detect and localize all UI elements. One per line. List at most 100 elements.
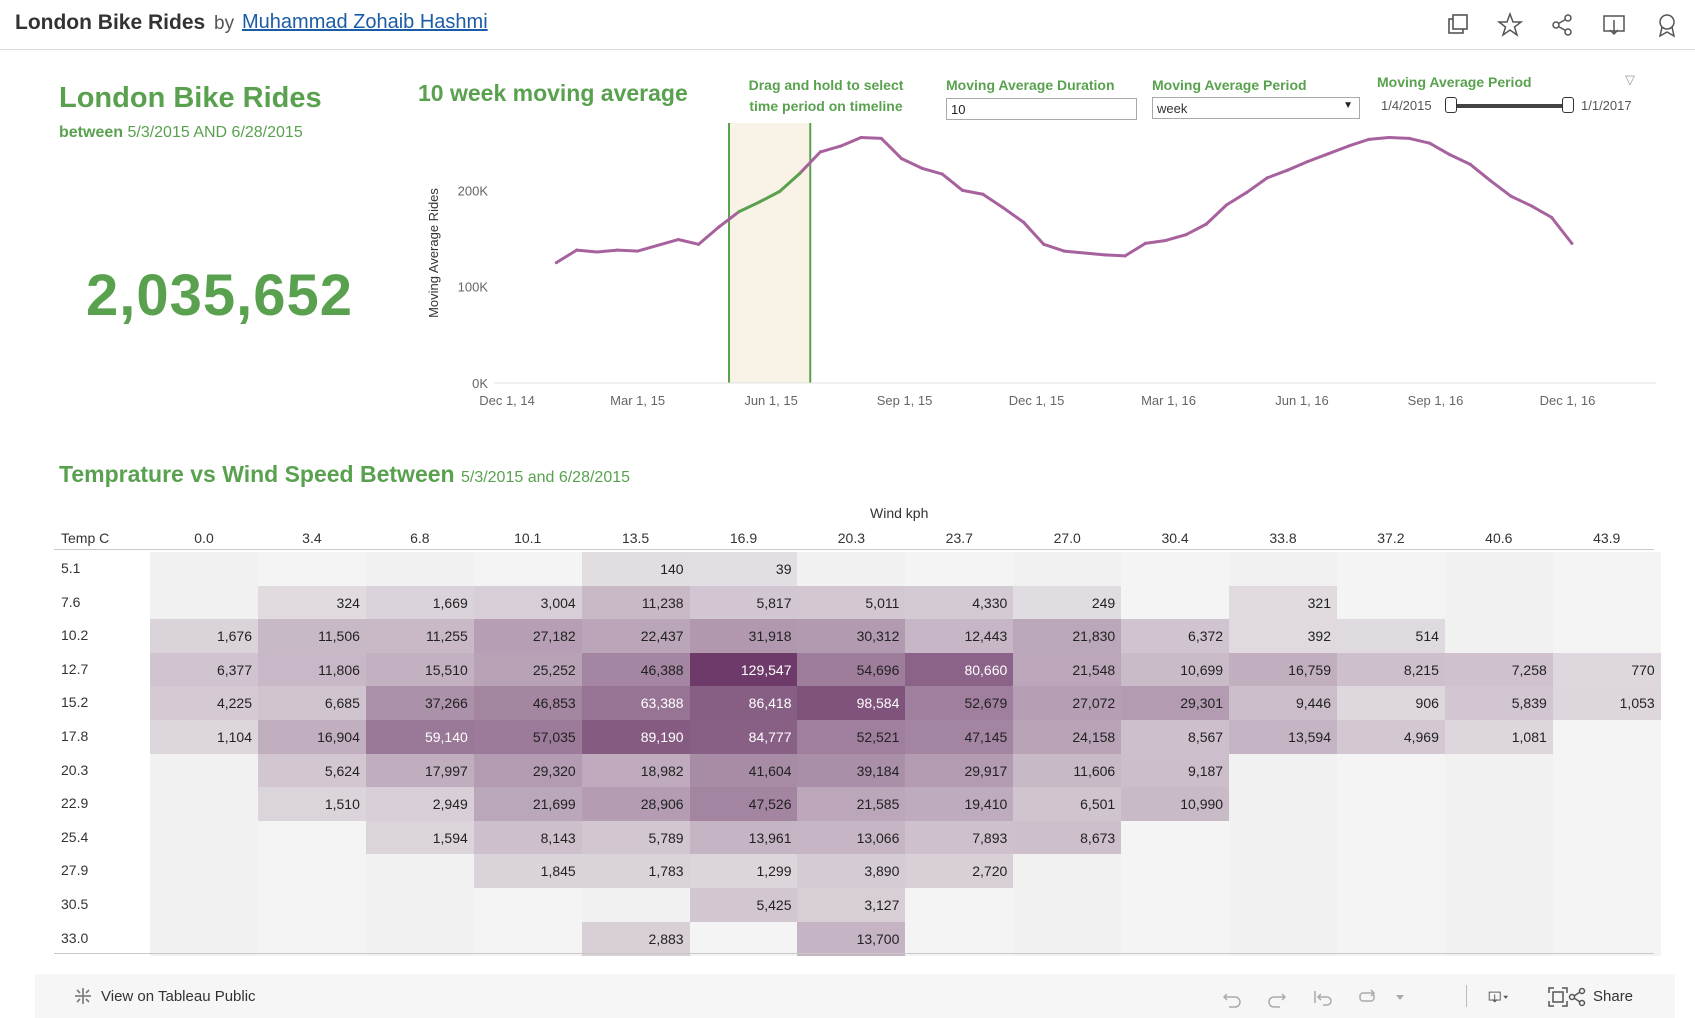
heatmap-cell[interactable]: 11,238	[581, 585, 690, 620]
heatmap-cell[interactable]	[150, 753, 258, 788]
filter-icon[interactable]: ▽	[1625, 72, 1635, 87]
heatmap-cell[interactable]	[1013, 854, 1122, 889]
heatmap-cell[interactable]	[1121, 820, 1230, 855]
heatmap-cell[interactable]: 5,817	[689, 585, 798, 620]
heatmap-cell[interactable]: 8,215	[1336, 652, 1445, 687]
heatmap-cell[interactable]: 4,330	[905, 585, 1014, 620]
heatmap-cell[interactable]: 47,145	[905, 720, 1014, 754]
heatmap-cell[interactable]: 52,521	[797, 720, 906, 754]
heatmap-cell[interactable]	[150, 854, 258, 889]
heatmap-cell[interactable]: 11,506	[257, 619, 366, 654]
heatmap-cell[interactable]: 21,830	[1013, 619, 1122, 654]
heatmap-cell[interactable]: 1,053	[1552, 686, 1661, 721]
heatmap-cell[interactable]: 129,547	[689, 652, 798, 687]
heatmap-cell[interactable]: 59,140	[365, 720, 474, 754]
heatmap-cell[interactable]: 86,418	[689, 686, 798, 721]
heatmap-cell[interactable]	[1336, 787, 1445, 822]
heatmap-cell[interactable]: 7,258	[1444, 652, 1553, 687]
heatmap-cell[interactable]	[1552, 888, 1661, 922]
heatmap-cell[interactable]	[1552, 720, 1661, 754]
heatmap-cell[interactable]: 249	[1013, 585, 1122, 620]
heatmap-cell[interactable]: 2,720	[905, 854, 1014, 889]
heatmap-cell[interactable]: 46,853	[473, 686, 582, 721]
heatmap-cell[interactable]: 25,252	[473, 652, 582, 687]
heatmap-cell[interactable]: 3,890	[797, 854, 906, 889]
share-button[interactable]: Share	[1593, 988, 1634, 1005]
heatmap-cell[interactable]: 24,158	[1013, 720, 1122, 754]
heatmap-cell[interactable]	[797, 552, 906, 586]
heatmap-cell[interactable]: 1,845	[473, 854, 582, 889]
heatmap-cell[interactable]	[365, 921, 474, 956]
heatmap-cell[interactable]: 13,066	[797, 820, 906, 855]
heatmap-cell[interactable]: 17,997	[365, 753, 474, 788]
heatmap-cell[interactable]: 11,806	[257, 652, 366, 687]
heatmap-cell[interactable]: 98,584	[797, 686, 906, 721]
heatmap-cell[interactable]	[1121, 888, 1230, 922]
heatmap-cell[interactable]: 37,266	[365, 686, 474, 721]
heatmap-cell[interactable]: 28,906	[581, 787, 690, 822]
heatmap-cell[interactable]	[1121, 552, 1230, 586]
heatmap-cell[interactable]: 6,377	[150, 652, 258, 687]
heatmap-cell[interactable]: 29,917	[905, 753, 1014, 788]
heatmap-cell[interactable]: 3,127	[797, 888, 906, 922]
heatmap-cell[interactable]: 4,225	[150, 686, 258, 721]
heatmap-cell[interactable]: 47,526	[689, 787, 798, 822]
heatmap-cell[interactable]	[1444, 619, 1553, 654]
heatmap-cell[interactable]	[1013, 888, 1122, 922]
heatmap-cell[interactable]: 89,190	[581, 720, 690, 754]
heatmap-cell[interactable]: 63,388	[581, 686, 690, 721]
heatmap-cell[interactable]: 30,312	[797, 619, 906, 654]
heatmap-cell[interactable]	[365, 854, 474, 889]
moving-average-chart[interactable]: 0K 100K 200K Moving Average Rides Dec 1, 14 M…	[418, 115, 1658, 425]
heatmap-cell[interactable]	[1336, 921, 1445, 956]
refresh-icon[interactable]	[1357, 986, 1379, 1008]
heatmap-cell[interactable]: 7,893	[905, 820, 1014, 855]
heatmap-cell[interactable]: 321	[1229, 585, 1337, 620]
download-icon[interactable]	[1601, 12, 1627, 38]
heatmap-cell[interactable]	[689, 921, 798, 956]
heatmap-cell[interactable]: 2,949	[365, 787, 474, 822]
heatmap-cell[interactable]: 39	[689, 552, 798, 586]
heatmap-cell[interactable]: 5,839	[1444, 686, 1553, 721]
heatmap-cell[interactable]: 8,673	[1013, 820, 1122, 855]
heatmap-cell[interactable]: 6,685	[257, 686, 366, 721]
heatmap-cell[interactable]	[257, 820, 366, 855]
heatmap-cell[interactable]: 16,904	[257, 720, 366, 754]
heatmap-cell[interactable]	[1552, 552, 1661, 586]
range-slider-start-handle[interactable]	[1445, 97, 1457, 113]
heatmap-cell[interactable]: 29,320	[473, 753, 582, 788]
heatmap-cell[interactable]: 39,184	[797, 753, 906, 788]
share-icon[interactable]	[1566, 986, 1588, 1008]
heatmap-cell[interactable]	[150, 552, 258, 586]
heatmap-cell[interactable]: 10,990	[1121, 787, 1230, 822]
heatmap-cell[interactable]	[905, 552, 1014, 586]
heatmap-cell[interactable]	[150, 787, 258, 822]
range-slider-track[interactable]	[1451, 104, 1569, 108]
heatmap-cell[interactable]: 46,388	[581, 652, 690, 687]
heatmap-cell[interactable]: 80,660	[905, 652, 1014, 687]
heatmap-cell[interactable]: 84,777	[689, 720, 798, 754]
heatmap-cell[interactable]: 6,501	[1013, 787, 1122, 822]
heatmap-cell[interactable]: 9,187	[1121, 753, 1230, 788]
heatmap-cell[interactable]: 13,961	[689, 820, 798, 855]
heatmap-cell[interactable]: 57,035	[473, 720, 582, 754]
heatmap-cell[interactable]	[1336, 552, 1445, 586]
heatmap-cell[interactable]: 27,182	[473, 619, 582, 654]
heatmap-cell[interactable]: 324	[257, 585, 366, 620]
heatmap-cell[interactable]	[1444, 854, 1553, 889]
heatmap-cell[interactable]: 11,606	[1013, 753, 1122, 788]
heatmap-cell[interactable]: 1,510	[257, 787, 366, 822]
heatmap-cell[interactable]	[1336, 854, 1445, 889]
heatmap-cell[interactable]	[1229, 552, 1337, 586]
heatmap-cell[interactable]: 4,969	[1336, 720, 1445, 754]
heatmap-cell[interactable]: 27,072	[1013, 686, 1122, 721]
heatmap-cell[interactable]: 3,004	[473, 585, 582, 620]
heatmap-cell[interactable]	[1121, 921, 1230, 956]
heatmap-cell[interactable]: 21,548	[1013, 652, 1122, 687]
heatmap-cell[interactable]	[1121, 585, 1230, 620]
heatmap-cell[interactable]	[473, 552, 582, 586]
heatmap-cell[interactable]: 140	[581, 552, 690, 586]
heatmap-cell[interactable]	[1444, 552, 1553, 586]
heatmap-cell[interactable]	[1336, 888, 1445, 922]
heatmap-cell[interactable]: 5,011	[797, 585, 906, 620]
